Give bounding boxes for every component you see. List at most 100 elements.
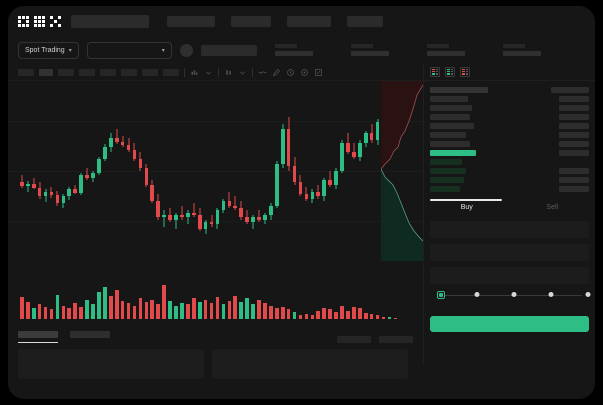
volume-bar bbox=[334, 311, 338, 319]
orderbook-price bbox=[430, 167, 466, 174]
orderbook-size bbox=[559, 113, 589, 120]
slider-stop-25pct[interactable] bbox=[474, 292, 480, 297]
brush-icon[interactable] bbox=[272, 68, 281, 77]
orderbook-row[interactable] bbox=[430, 103, 589, 112]
fullscreen-icon[interactable] bbox=[314, 68, 323, 77]
volume-bar bbox=[274, 308, 279, 319]
chevron-down-icon[interactable] bbox=[204, 68, 213, 77]
toolbar-chip[interactable] bbox=[100, 68, 116, 76]
orderbook-row[interactable] bbox=[430, 148, 589, 157]
bottom-tab-open-orders[interactable] bbox=[18, 331, 58, 343]
bottom-panel-left[interactable] bbox=[18, 349, 204, 379]
nav-item-1[interactable] bbox=[167, 15, 215, 27]
orderbook-size bbox=[559, 185, 589, 192]
chart-type-icon[interactable] bbox=[224, 68, 233, 77]
slider-stop-50pct[interactable] bbox=[511, 292, 517, 297]
candlestick-chart[interactable] bbox=[8, 81, 423, 261]
okx-logo[interactable] bbox=[18, 15, 61, 27]
bottom-tab-order-history[interactable] bbox=[70, 331, 110, 343]
toolbar-chip[interactable] bbox=[39, 68, 53, 76]
logo-pixel bbox=[54, 16, 57, 19]
volume-bar bbox=[114, 289, 119, 319]
candle bbox=[304, 81, 309, 261]
volume-bar bbox=[197, 302, 202, 319]
search-input[interactable] bbox=[71, 14, 149, 28]
stat-label bbox=[274, 44, 297, 48]
orderbook-row[interactable] bbox=[430, 166, 589, 175]
candle bbox=[186, 81, 190, 261]
settings-icon[interactable] bbox=[300, 68, 309, 77]
candle bbox=[91, 81, 95, 261]
slider-knob[interactable] bbox=[437, 291, 445, 299]
candle bbox=[191, 81, 196, 261]
orderbook-row[interactable] bbox=[430, 112, 589, 121]
amount-percent-slider[interactable] bbox=[434, 290, 591, 302]
slider-stop-75pct[interactable] bbox=[548, 292, 554, 297]
chart-gridline bbox=[8, 171, 423, 172]
trading-mode-selector[interactable]: Spot Trading ▾ bbox=[18, 41, 79, 59]
volume-bar bbox=[168, 300, 172, 319]
toolbar-chip[interactable] bbox=[79, 68, 95, 76]
tab-sell[interactable]: Sell bbox=[510, 199, 596, 215]
volume-bar bbox=[286, 309, 291, 319]
chart-toolbar bbox=[8, 64, 423, 81]
logo-pixel bbox=[54, 24, 57, 27]
tab-label bbox=[18, 331, 58, 338]
pair-name-skeleton bbox=[200, 44, 257, 56]
volume-bar bbox=[340, 305, 344, 319]
order-amount-field[interactable] bbox=[430, 244, 589, 261]
volume-bar bbox=[61, 305, 66, 319]
toolbar-chip[interactable] bbox=[163, 68, 179, 76]
orderbook-layout-both-icon[interactable] bbox=[430, 67, 440, 77]
logo-pixel bbox=[38, 19, 41, 23]
orderbook-row[interactable] bbox=[430, 175, 589, 184]
volume-bar bbox=[191, 298, 196, 319]
logo-pixel bbox=[18, 15, 21, 19]
orderbook-row[interactable] bbox=[430, 121, 589, 130]
bottom-action-2[interactable] bbox=[379, 336, 413, 343]
indicator-icon[interactable] bbox=[190, 68, 199, 77]
orderbook-layout-bids-icon[interactable] bbox=[445, 67, 455, 77]
nav-item-2[interactable] bbox=[231, 15, 271, 27]
stat-label bbox=[502, 44, 525, 48]
volume-bar bbox=[292, 311, 297, 319]
tab-buy[interactable]: Buy bbox=[424, 199, 510, 215]
candle bbox=[174, 81, 178, 261]
orderbook-row[interactable] bbox=[430, 94, 589, 103]
trading-pair-selector[interactable]: ▾ bbox=[86, 41, 172, 59]
candle bbox=[352, 81, 356, 261]
orderbook-layout-asks-icon[interactable] bbox=[460, 67, 470, 77]
candle bbox=[322, 81, 327, 261]
toolbar-chip[interactable] bbox=[58, 68, 74, 76]
logo-pixel bbox=[46, 20, 49, 23]
submit-buy-button[interactable] bbox=[430, 316, 589, 332]
logo-pixel bbox=[50, 23, 53, 27]
toolbar-chip[interactable] bbox=[121, 68, 137, 76]
candle bbox=[274, 81, 279, 261]
bottom-panel-right[interactable] bbox=[212, 349, 408, 379]
orderbook-row[interactable] bbox=[430, 139, 589, 148]
nav-item-4[interactable] bbox=[347, 15, 383, 27]
candle bbox=[286, 81, 291, 261]
orderbook-row[interactable] bbox=[430, 157, 589, 166]
bottom-action-1[interactable] bbox=[337, 336, 371, 343]
toolbar-chip[interactable] bbox=[18, 68, 34, 76]
order-total-field[interactable] bbox=[430, 267, 589, 284]
order-price-field[interactable] bbox=[430, 221, 589, 238]
volume-bar bbox=[108, 295, 113, 319]
orderbook-row[interactable] bbox=[430, 184, 589, 193]
toolbar-chip[interactable] bbox=[142, 68, 158, 76]
wave-icon[interactable] bbox=[258, 68, 267, 77]
orderbook-row[interactable] bbox=[430, 130, 589, 139]
orderbook-price bbox=[430, 185, 460, 192]
volume-bar bbox=[97, 292, 101, 319]
nav-item-3[interactable] bbox=[287, 15, 331, 27]
alarm-icon[interactable] bbox=[286, 68, 295, 77]
volume-bar bbox=[186, 304, 190, 319]
slider-stop-100pct[interactable] bbox=[585, 292, 591, 297]
slider-track bbox=[437, 295, 582, 296]
candle bbox=[156, 81, 161, 261]
candle bbox=[114, 81, 119, 261]
chevron-down-icon[interactable] bbox=[238, 68, 247, 77]
volume-bar bbox=[233, 295, 238, 319]
